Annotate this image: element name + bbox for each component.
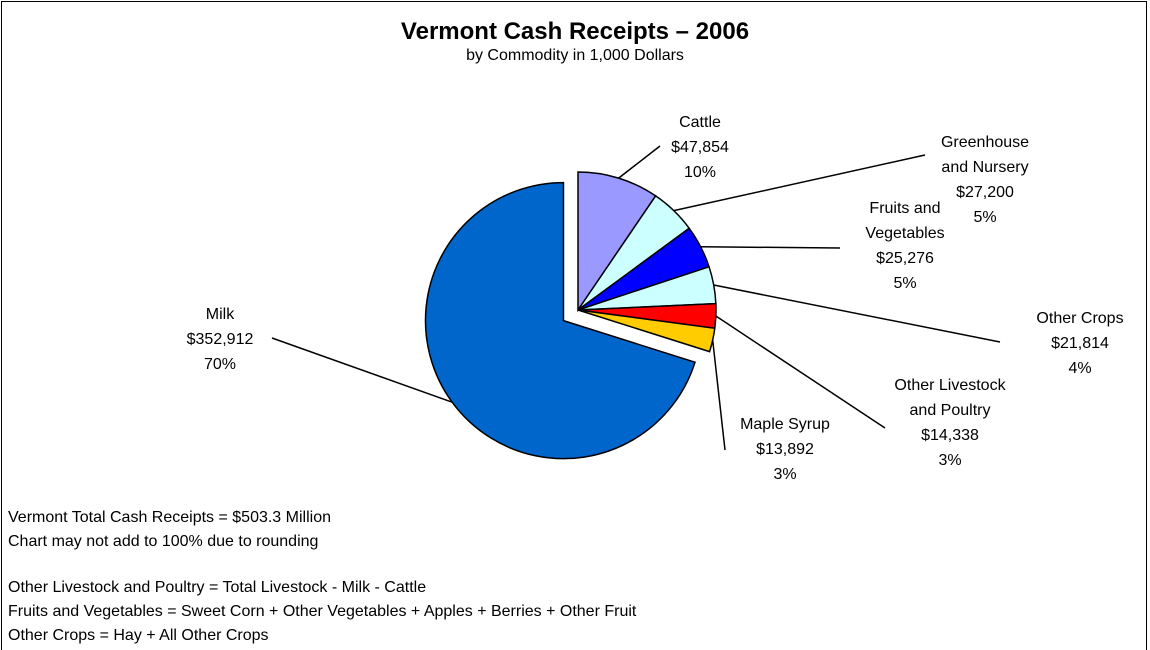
footnote: Chart may not add to 100% due to roundin… bbox=[8, 533, 319, 550]
slice-label: Other Livestock and Poultry $14,338 3% bbox=[840, 373, 1060, 473]
leader-line bbox=[715, 315, 886, 429]
slice-label: Other Crops $21,814 4% bbox=[970, 306, 1150, 381]
slice-percent: 4% bbox=[1068, 360, 1092, 377]
slice-label: Greenhouse and Nursery $27,200 5% bbox=[875, 130, 1095, 230]
slice-percent: 10% bbox=[683, 164, 717, 181]
slice-name: Fruits and Vegetables bbox=[865, 200, 945, 242]
footnote: Fruits and Vegetables = Sweet Corn + Oth… bbox=[8, 603, 637, 620]
chart-subtitle: by Commodity in 1,000 Dollars bbox=[466, 47, 684, 64]
slice-name: Cattle bbox=[679, 114, 721, 131]
footnote: Vermont Total Cash Receipts = $503.3 Mil… bbox=[8, 509, 331, 526]
slice-name: Other Crops bbox=[1036, 310, 1124, 327]
slice-percent: 3% bbox=[773, 466, 797, 483]
slice-value: $13,892 bbox=[756, 441, 814, 458]
leader-line bbox=[271, 337, 453, 403]
slice-value: $14,338 bbox=[921, 427, 979, 444]
pie-slice bbox=[577, 171, 657, 313]
slice-label: Cattle $47,854 10% bbox=[590, 110, 810, 185]
leader-line bbox=[713, 284, 1001, 343]
slice-value: $47,854 bbox=[671, 139, 729, 156]
slice-name: Maple Syrup bbox=[740, 416, 830, 433]
slice-percent: 3% bbox=[938, 452, 962, 469]
slice-percent: 5% bbox=[973, 209, 997, 226]
pie-slice bbox=[424, 181, 696, 460]
leader-line bbox=[711, 340, 726, 451]
chart-title: Vermont Cash Receipts – 2006 bbox=[400, 18, 750, 45]
slice-name: Other Livestock and Poultry bbox=[894, 377, 1006, 419]
slice-percent: 5% bbox=[893, 275, 917, 292]
footnote: Other Crops = Hay + All Other Crops bbox=[8, 627, 269, 644]
leader-line bbox=[700, 246, 841, 249]
footnote: Other Livestock and Poultry = Total Live… bbox=[8, 579, 427, 596]
leader-line bbox=[618, 145, 661, 179]
slice-value: $27,200 bbox=[956, 184, 1014, 201]
slice-value: $21,814 bbox=[1051, 335, 1109, 352]
slice-value: $352,912 bbox=[186, 331, 254, 348]
slice-percent: 70% bbox=[203, 356, 237, 373]
slice-name: Greenhouse and Nursery bbox=[940, 134, 1030, 176]
slice-value: $25,276 bbox=[876, 250, 934, 267]
slice-label: Fruits and Vegetables $25,276 5% bbox=[795, 196, 1015, 296]
slice-name: Milk bbox=[205, 306, 235, 323]
slice-label: Maple Syrup $13,892 3% bbox=[675, 412, 895, 487]
slice-label: Milk $352,912 70% bbox=[110, 302, 330, 377]
leader-line bbox=[673, 154, 926, 212]
